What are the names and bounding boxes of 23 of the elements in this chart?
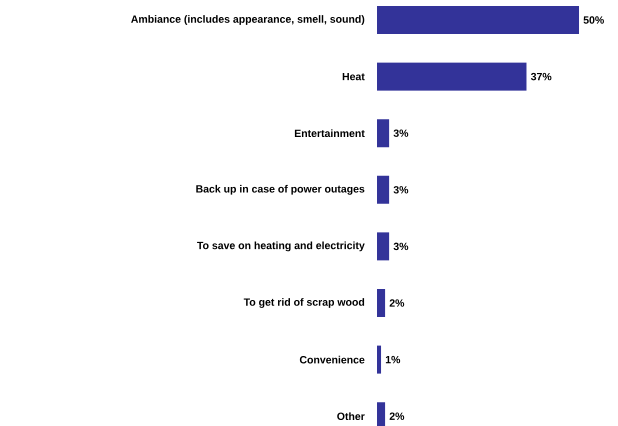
bar [377, 232, 390, 260]
bar [377, 176, 390, 204]
bar [377, 119, 390, 148]
data-label: 2% [390, 412, 404, 420]
y-tick-label: Convenience [300, 356, 364, 364]
data-label: 2% [390, 299, 404, 307]
y-tick-label: Back up in case of power outages [196, 184, 364, 195]
y-tick-label: Heat [342, 72, 365, 80]
bar [377, 289, 386, 317]
y-tick-label: Ambiance (includes appearance, smell, sound) [131, 15, 364, 25]
data-label: 3% [394, 242, 408, 250]
y-tick-label: To get rid of scrap wood [244, 298, 364, 308]
data-label: 37% [530, 72, 552, 80]
bar [377, 346, 382, 374]
data-label: 3% [394, 129, 408, 137]
bar [377, 6, 580, 34]
data-label: 1% [386, 356, 400, 364]
bar [377, 62, 526, 91]
y-tick-label: To save on heating and electricity [197, 241, 365, 252]
y-tick-label: Entertainment [294, 129, 365, 138]
y-tick-label: Other [337, 412, 365, 420]
data-label: 50% [584, 16, 604, 24]
data-label: 3% [394, 186, 408, 194]
